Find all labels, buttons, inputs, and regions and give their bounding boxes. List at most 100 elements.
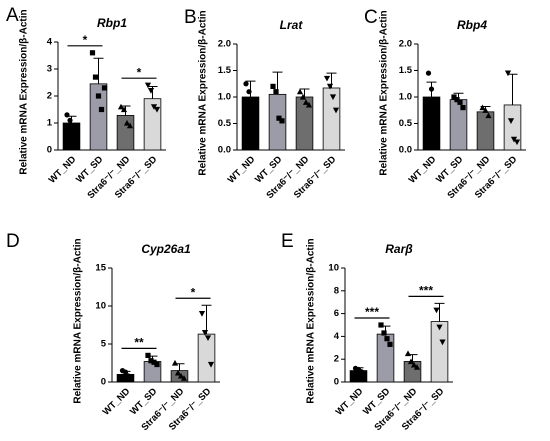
data-point bbox=[431, 105, 438, 111]
data-point bbox=[296, 88, 304, 95]
bar bbox=[349, 370, 368, 383]
data-point bbox=[122, 369, 129, 375]
bar bbox=[116, 373, 135, 383]
data-point bbox=[513, 139, 521, 146]
chart-title: Cyp26a1 bbox=[141, 242, 191, 256]
data-point bbox=[95, 93, 102, 99]
y-tick-label: 0.0 bbox=[218, 145, 231, 156]
data-point bbox=[504, 70, 512, 77]
y-tick-label: 2.0 bbox=[399, 39, 412, 50]
data-point bbox=[171, 359, 179, 366]
data-point bbox=[123, 119, 131, 126]
chart-title: Lrat bbox=[280, 18, 304, 32]
x-tick-label: WT_ND bbox=[226, 154, 258, 186]
data-point bbox=[73, 125, 79, 131]
y-tick-label: 1.0 bbox=[399, 92, 412, 103]
data-point bbox=[413, 364, 421, 370]
data-point bbox=[485, 112, 492, 119]
data-point bbox=[454, 97, 460, 103]
error-bar bbox=[201, 304, 212, 335]
bar bbox=[376, 333, 395, 383]
y-axis-label: Relative mRNA Expression/β-Actin bbox=[73, 238, 84, 403]
data-point bbox=[332, 107, 340, 114]
y-tick-label: 4 bbox=[47, 37, 53, 48]
data-point bbox=[387, 341, 393, 347]
data-point bbox=[439, 339, 446, 346]
data-point bbox=[198, 311, 206, 317]
significance-label: * bbox=[137, 65, 142, 79]
y-tick-label: 1.5 bbox=[218, 65, 232, 76]
data-point bbox=[148, 358, 154, 364]
error-bar bbox=[299, 88, 310, 97]
error-bar bbox=[507, 73, 518, 105]
data-point bbox=[305, 101, 313, 108]
data-point bbox=[207, 361, 215, 368]
data-point bbox=[482, 107, 489, 113]
y-tick-label: 4 bbox=[334, 331, 340, 342]
panel-letter: A bbox=[6, 5, 19, 26]
bar bbox=[430, 321, 449, 383]
data-point bbox=[273, 89, 279, 95]
y-tick-label: 0 bbox=[334, 377, 339, 388]
data-point bbox=[252, 107, 258, 113]
bar bbox=[422, 96, 441, 151]
data-point bbox=[510, 136, 518, 143]
y-axis-label: Relative mRNA Expression/β-Actin bbox=[198, 10, 209, 175]
data-point bbox=[428, 86, 435, 92]
y-tick-label: 10 bbox=[95, 301, 106, 312]
y-tick-label: 2 bbox=[47, 91, 52, 102]
data-point bbox=[323, 75, 331, 82]
y-axis-label: Relative mRNA Expression/β-Actin bbox=[19, 9, 30, 174]
y-tick-label: 1.5 bbox=[399, 65, 413, 76]
bar bbox=[503, 104, 522, 151]
panel-letter: D bbox=[6, 231, 20, 252]
data-point bbox=[507, 118, 515, 124]
data-point bbox=[329, 94, 337, 101]
data-point bbox=[177, 372, 185, 379]
y-tick-label: 0 bbox=[47, 145, 52, 156]
y-tick-label: 0.5 bbox=[399, 118, 413, 129]
y-tick-label: 0 bbox=[101, 377, 106, 388]
bar bbox=[403, 361, 422, 383]
y-axis-label: Relative mRNA Expression/β-Actin bbox=[306, 238, 317, 403]
data-point bbox=[460, 105, 466, 111]
error-bar bbox=[434, 302, 445, 322]
x-tick-label: WT_ND bbox=[334, 386, 366, 418]
bar bbox=[116, 115, 135, 151]
data-point bbox=[433, 307, 440, 314]
data-point bbox=[326, 83, 334, 90]
data-point bbox=[378, 322, 384, 328]
data-point bbox=[89, 50, 96, 56]
y-tick-label: 0.5 bbox=[218, 118, 232, 129]
data-point bbox=[410, 361, 418, 368]
data-point bbox=[436, 324, 443, 331]
y-tick-label: 6 bbox=[334, 308, 339, 319]
data-point bbox=[425, 70, 432, 76]
significance-label: ** bbox=[134, 336, 144, 350]
data-point bbox=[144, 82, 152, 89]
y-tick-label: 8 bbox=[334, 285, 339, 296]
data-point bbox=[180, 375, 188, 381]
y-tick-label: 0.0 bbox=[399, 145, 412, 156]
y-tick-label: 2.0 bbox=[218, 39, 231, 50]
data-point bbox=[302, 99, 310, 105]
data-point bbox=[384, 336, 390, 342]
data-point bbox=[153, 106, 161, 113]
data-point bbox=[147, 88, 155, 94]
data-point bbox=[154, 361, 160, 368]
data-point bbox=[125, 373, 132, 379]
data-point bbox=[92, 74, 99, 80]
y-tick-label: 15 bbox=[95, 263, 106, 274]
data-point bbox=[151, 359, 157, 365]
data-point bbox=[451, 94, 457, 100]
y-tick-label: 3 bbox=[47, 64, 52, 75]
x-tick-label: WT_ND bbox=[47, 154, 79, 186]
significance-label: * bbox=[83, 33, 88, 47]
data-point bbox=[381, 330, 387, 336]
y-tick-label: 5 bbox=[101, 339, 107, 350]
y-tick-label: 1.0 bbox=[218, 92, 231, 103]
chart-title: Rbp1 bbox=[97, 16, 127, 30]
data-point bbox=[174, 369, 182, 376]
panel-letter: E bbox=[281, 231, 294, 252]
